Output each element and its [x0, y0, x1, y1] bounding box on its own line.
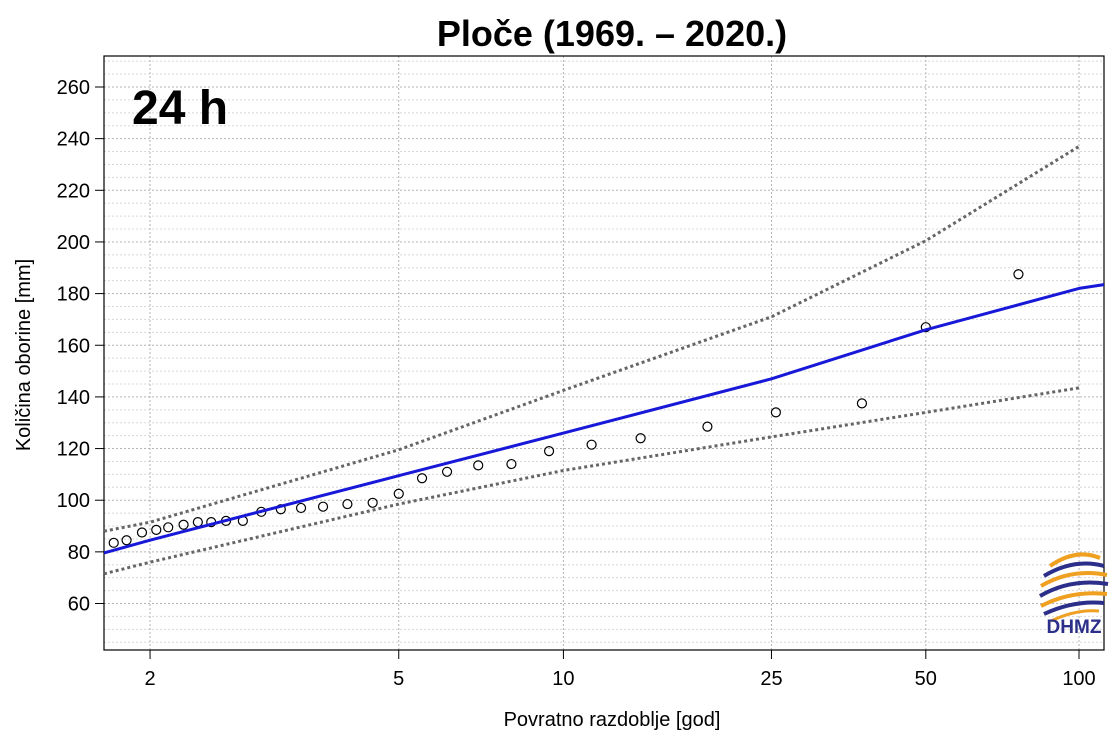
- confidence-band-line: [103, 145, 1080, 533]
- data-point: [367, 497, 378, 508]
- data-point: [1013, 269, 1024, 280]
- logo-stripes-icon: [1038, 552, 1109, 623]
- chart-title: Ploče (1969. – 2020.): [437, 13, 787, 54]
- gumbel-fit-line: [103, 283, 1105, 555]
- data-point: [543, 446, 555, 457]
- data-point: [342, 498, 353, 510]
- plot-frame: [103, 55, 1105, 651]
- x-tick-label: 100: [1062, 668, 1095, 690]
- series-layer: [103, 145, 1105, 576]
- x-tick-label: 5: [393, 668, 404, 690]
- x-tick-label: 2: [144, 668, 155, 690]
- y-tick-label: 260: [57, 77, 90, 99]
- data-point: [770, 407, 781, 418]
- data-point: [178, 519, 189, 530]
- data-point: [317, 501, 329, 512]
- x-tick-label: 50: [915, 668, 937, 690]
- y-tick-label: 140: [57, 387, 90, 409]
- confidence-band-line: [103, 386, 1080, 576]
- data-point: [393, 488, 404, 499]
- y-tick-label: 80: [68, 542, 90, 564]
- data-point: [151, 524, 162, 536]
- y-tick-label: 200: [57, 232, 90, 254]
- data-point: [295, 502, 307, 514]
- duration-label: 24 h: [132, 82, 228, 135]
- x-axis-label: Povratno razdoblje [god]: [504, 709, 721, 731]
- data-point: [416, 473, 428, 484]
- x-tick-label: 10: [552, 668, 574, 690]
- x-tick-label: 25: [760, 668, 782, 690]
- y-tick-label: 160: [57, 335, 90, 357]
- data-point: [108, 537, 119, 548]
- data-point: [121, 535, 132, 546]
- data-point: [506, 458, 517, 470]
- data-point: [586, 439, 597, 450]
- data-point: [441, 466, 453, 477]
- data-point: [473, 460, 484, 471]
- y-axis-label: Količina oborine [mm]: [13, 259, 35, 451]
- data-point: [635, 433, 646, 444]
- data-point: [136, 527, 148, 538]
- y-tick-label: 120: [57, 439, 90, 461]
- data-point: [856, 398, 868, 409]
- y-tick-label: 60: [68, 594, 90, 616]
- data-point: [163, 522, 174, 533]
- y-tick-label: 220: [57, 180, 90, 202]
- y-tick-label: 100: [57, 490, 90, 512]
- y-tick-label: 180: [57, 284, 90, 306]
- data-point: [702, 421, 713, 432]
- y-tick-label: 240: [57, 129, 90, 151]
- dhmz-logo: DHMZ: [1038, 552, 1109, 638]
- logo-text: DHMZ: [1047, 617, 1102, 638]
- grid-layer: [104, 56, 1104, 650]
